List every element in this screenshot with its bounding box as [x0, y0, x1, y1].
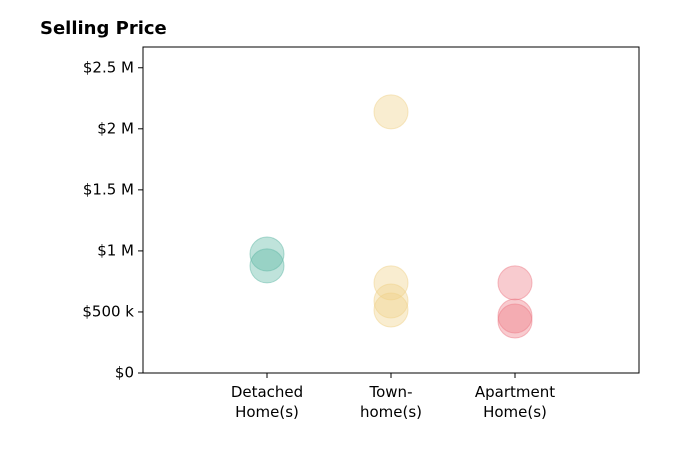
y-tick-label: $0: [115, 364, 134, 382]
x-tick-label-line: Town-: [369, 383, 413, 401]
point: [497, 298, 533, 334]
point: [373, 265, 409, 301]
point: [373, 94, 409, 130]
chart-title: Selling Price: [40, 18, 167, 39]
y-tick-label: $500 k: [82, 302, 134, 320]
x-tick-label: Detached Home(s): [231, 383, 303, 421]
point: [373, 283, 409, 319]
point: [249, 248, 285, 284]
y-tick-label: $2 M: [97, 119, 134, 137]
x-tick-label: Apartment Home(s): [475, 383, 555, 421]
point: [249, 236, 285, 272]
point: [497, 303, 533, 339]
x-tick-label-line: Apartment: [475, 383, 555, 401]
x-tick-label-line: Home(s): [483, 403, 547, 421]
point: [497, 265, 533, 301]
y-tick-label: $2.5 M: [83, 58, 134, 76]
point: [373, 292, 409, 328]
x-tick-label: Town-home(s): [360, 383, 422, 421]
y-tick-label: $1.5 M: [83, 180, 134, 198]
x-tick-label-line: Detached: [231, 383, 303, 401]
x-tick-label-line: Home(s): [235, 403, 299, 421]
y-tick-label: $1 M: [97, 241, 134, 259]
x-tick-label-line: home(s): [360, 403, 422, 421]
